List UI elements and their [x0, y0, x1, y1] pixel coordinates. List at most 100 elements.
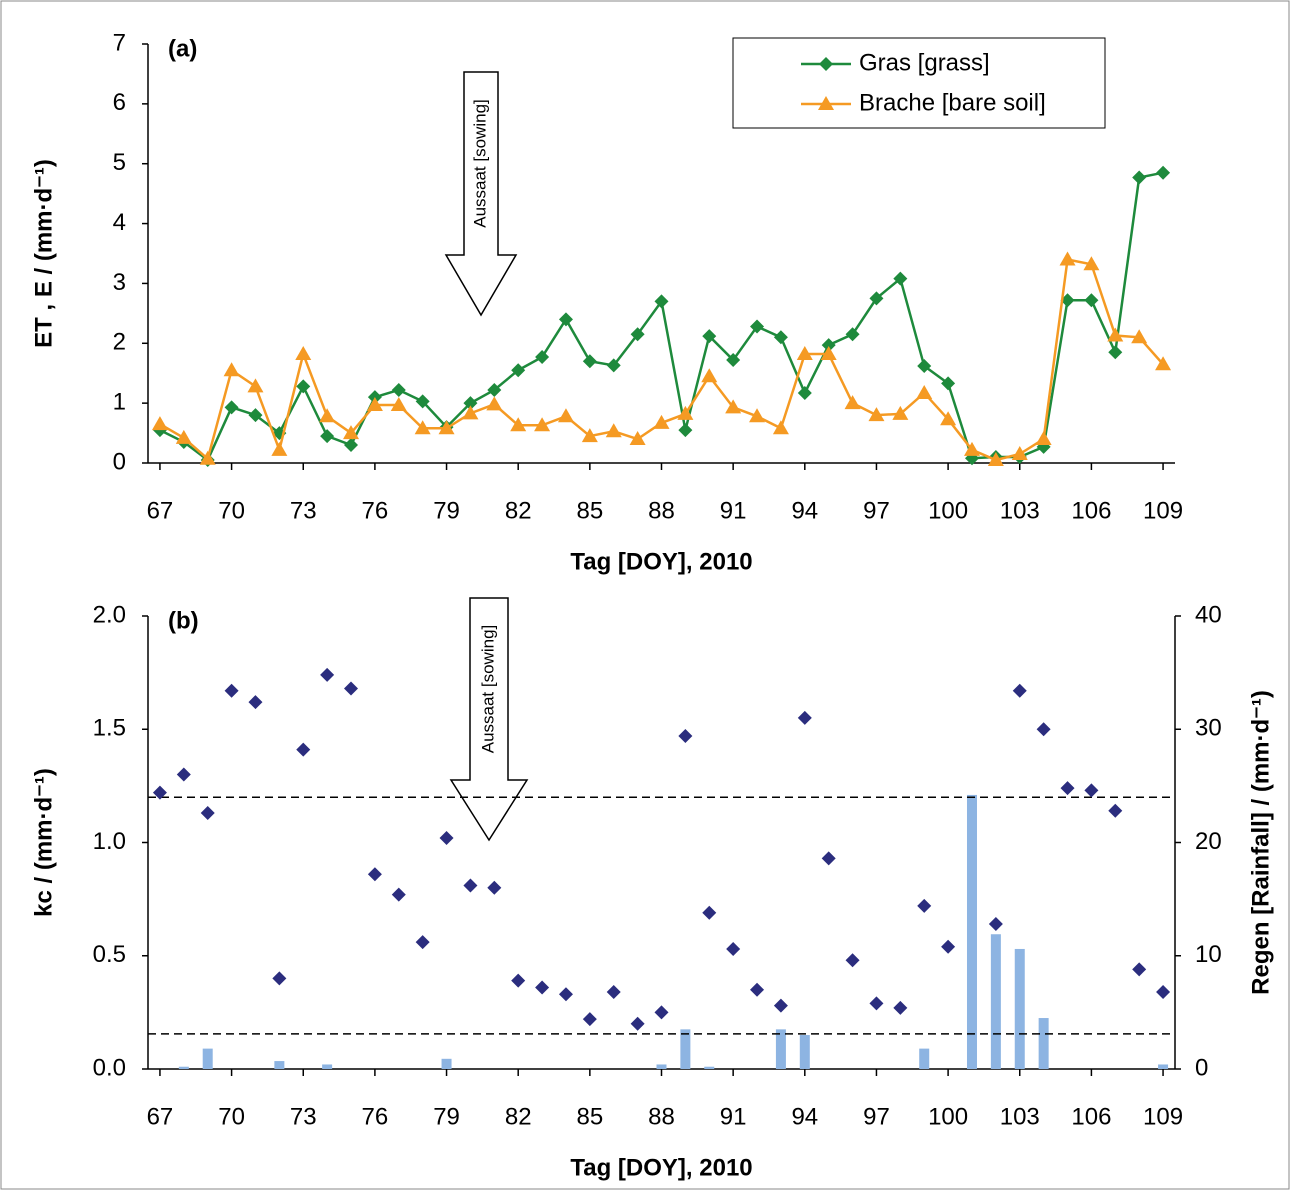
x-tick-label: 94 — [791, 497, 818, 524]
marker — [654, 294, 669, 309]
marker — [199, 450, 216, 465]
legend-marker — [818, 96, 834, 110]
x-tick-label: 88 — [648, 497, 675, 524]
marker — [1108, 803, 1123, 818]
sowing-arrow — [444, 71, 518, 317]
marker — [391, 382, 406, 397]
marker — [1036, 722, 1051, 737]
marker — [868, 407, 885, 422]
rain-bar — [919, 1048, 930, 1069]
marker — [678, 729, 693, 744]
marker — [510, 417, 527, 432]
x-tick-label: 103 — [1000, 1103, 1040, 1130]
marker — [344, 681, 359, 696]
marker — [320, 667, 335, 682]
marker — [462, 405, 479, 420]
x-tick-label: 103 — [1000, 497, 1040, 524]
marker — [845, 953, 860, 968]
marker — [1108, 345, 1123, 360]
marker — [750, 319, 765, 334]
marker — [1155, 356, 1172, 371]
sowing-label: Aussaat [sowing] — [470, 99, 489, 228]
marker — [844, 395, 861, 410]
marker — [487, 382, 502, 397]
rain-bar — [274, 1061, 285, 1069]
marker — [175, 429, 192, 444]
marker — [534, 417, 551, 432]
marker — [606, 984, 621, 999]
marker — [1107, 327, 1124, 342]
marker — [248, 695, 263, 710]
rain-bar — [1014, 948, 1025, 1069]
x-tick-label: 85 — [576, 497, 603, 524]
rain-bar — [656, 1064, 667, 1069]
x-tick-label: 82 — [505, 497, 532, 524]
rain-bar — [966, 794, 977, 1069]
rain-bar — [680, 1029, 691, 1069]
marker — [247, 378, 264, 393]
x-tick-label: 79 — [433, 1103, 460, 1130]
marker — [701, 368, 718, 383]
y2-tick-label: 30 — [1195, 715, 1222, 742]
marker — [1012, 683, 1027, 698]
marker — [463, 878, 478, 893]
y-tick-label: 0.0 — [93, 1054, 126, 1081]
marker — [677, 405, 694, 420]
marker — [1084, 783, 1099, 798]
marker — [1060, 781, 1075, 796]
marker — [511, 363, 526, 378]
marker — [344, 438, 359, 453]
rain-bar — [1038, 1018, 1049, 1069]
marker — [893, 1000, 908, 1015]
marker — [630, 1016, 645, 1031]
marker — [224, 400, 239, 415]
y-tick-label: 3 — [113, 269, 126, 296]
y2-tick-label: 10 — [1195, 941, 1222, 968]
marker — [1059, 251, 1076, 266]
marker — [869, 291, 884, 306]
rain-bar — [322, 1064, 333, 1069]
marker — [987, 452, 1004, 467]
x-tick-label: 70 — [218, 1103, 245, 1130]
marker — [152, 785, 167, 800]
marker — [726, 353, 741, 368]
marker — [988, 917, 1003, 932]
marker — [414, 420, 431, 435]
x-tick-label: 91 — [720, 1103, 747, 1130]
y-tick-label: 0 — [113, 448, 126, 475]
y2-tick-label: 40 — [1195, 601, 1222, 628]
marker — [1060, 293, 1075, 308]
rain-bar — [775, 1029, 786, 1069]
marker — [535, 350, 550, 365]
marker — [1131, 329, 1148, 344]
marker — [1035, 431, 1052, 446]
marker — [916, 384, 933, 399]
x-tick-label: 100 — [928, 1103, 968, 1130]
marker — [415, 935, 430, 950]
y2-axis-label: Regen [Rainfall] / (mm·d⁻¹) — [1247, 690, 1274, 995]
marker — [821, 338, 836, 353]
marker — [653, 414, 670, 429]
marker — [773, 998, 788, 1013]
y-tick-label: 4 — [113, 209, 126, 236]
y2-tick-label: 20 — [1195, 828, 1222, 855]
marker — [151, 416, 168, 431]
sowing-label: Aussaat [sowing] — [478, 625, 497, 754]
marker — [893, 271, 908, 286]
marker — [391, 887, 406, 902]
x-tick-label: 106 — [1071, 497, 1111, 524]
marker — [319, 408, 336, 423]
legend-marker — [819, 57, 833, 71]
y-tick-label: 2 — [113, 329, 126, 356]
marker — [296, 379, 311, 394]
marker — [796, 346, 813, 361]
y2-tick-label: 0 — [1195, 1054, 1208, 1081]
marker — [772, 420, 789, 435]
rain-bar — [799, 1035, 810, 1069]
x-tick-label: 106 — [1071, 1103, 1111, 1130]
x-tick-label: 91 — [720, 497, 747, 524]
marker — [749, 408, 766, 423]
marker — [511, 973, 526, 988]
marker — [415, 394, 430, 409]
